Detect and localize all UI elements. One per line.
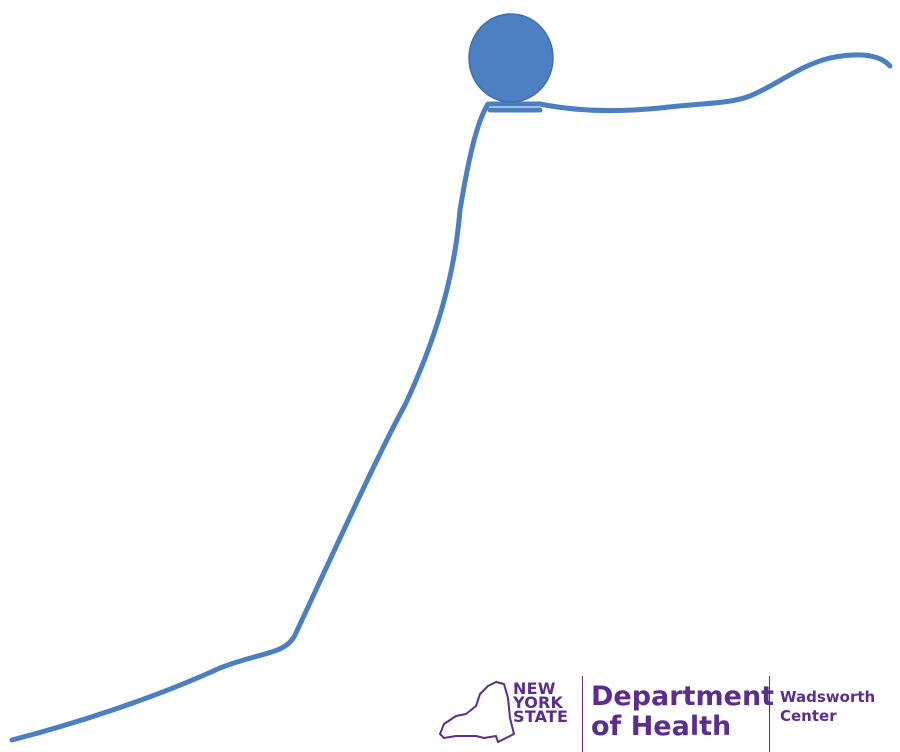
department-of-health-wordmark: Department of Health	[591, 682, 774, 742]
dept-line-of-health: of Health	[591, 711, 732, 742]
center-line-center: Center	[780, 707, 837, 725]
center-line-wadsworth: Wadsworth	[780, 688, 876, 706]
potential-energy-curve	[9, 52, 893, 743]
ball	[468, 13, 554, 103]
state-line-state: STATE	[513, 707, 569, 726]
dept-line-department: Department	[591, 681, 775, 712]
new-york-state-outline-icon	[439, 681, 515, 743]
logo-divider	[769, 676, 770, 752]
wadsworth-center-wordmark: Wadsworth Center	[780, 688, 875, 726]
logo-divider	[582, 676, 583, 752]
new-york-state-wordmark: NEW YORK STATE	[513, 679, 569, 726]
state-line-new: NEW	[513, 679, 556, 698]
nys-department-of-health-logo: NEW YORK STATE Department of Health Wads…	[436, 672, 886, 752]
state-line-york: YORK	[513, 693, 564, 712]
